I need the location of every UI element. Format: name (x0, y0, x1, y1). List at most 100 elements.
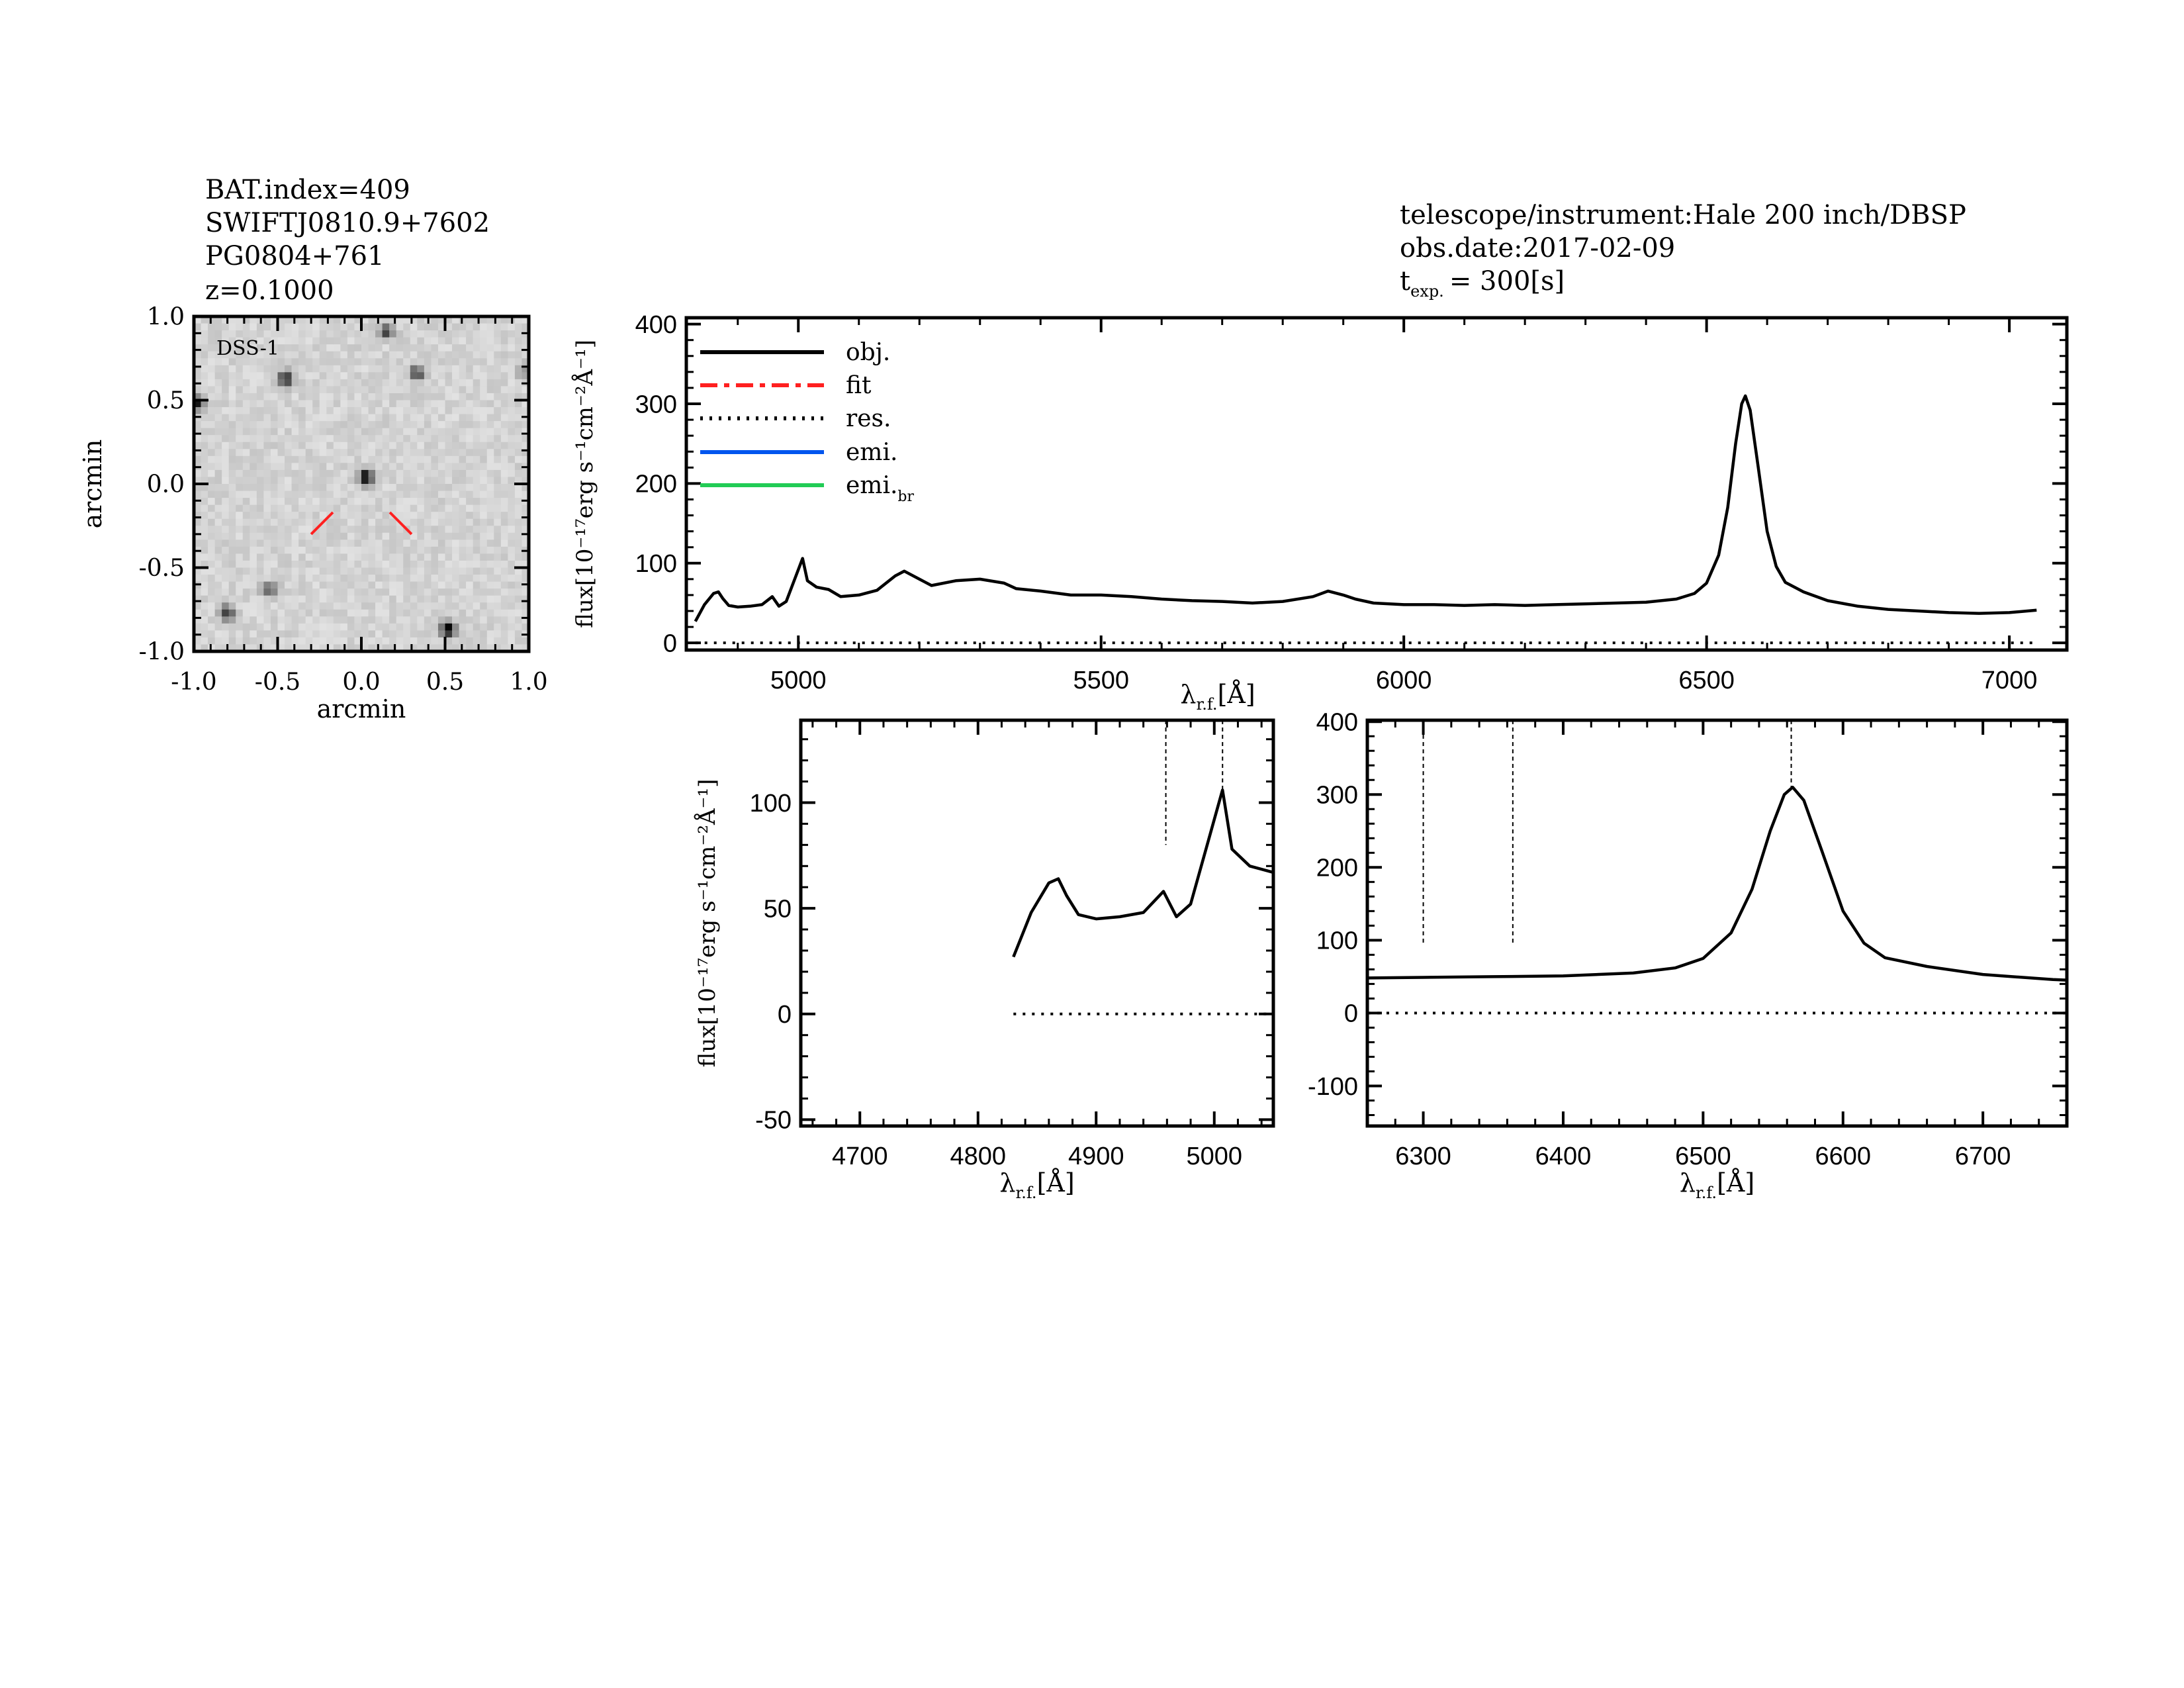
image-pixel (459, 400, 467, 408)
image-pixel (236, 575, 244, 583)
image-pixel (319, 484, 327, 492)
image-pixel (312, 455, 320, 463)
image-pixel (201, 469, 208, 478)
image-pixel (236, 393, 244, 401)
image-pixel (298, 644, 306, 652)
image-pixel (347, 442, 355, 449)
image-pixel (312, 644, 320, 652)
image-pixel (194, 609, 202, 617)
image-pixel (354, 344, 362, 352)
image-pixel (459, 344, 467, 352)
image-pixel (514, 532, 523, 540)
image-pixel (473, 358, 480, 366)
image-pixel (250, 351, 257, 359)
image-pixel (361, 526, 369, 534)
image-pixel (298, 330, 306, 338)
image-pixel (445, 581, 453, 589)
exposure-time: texp. = 300[s] (1400, 266, 1565, 301)
image-pixel (437, 498, 446, 506)
image-pixel (403, 630, 411, 638)
image-pixel (285, 575, 293, 583)
image-pixel (437, 469, 446, 478)
image-pixel (214, 337, 222, 345)
image-pixel (250, 435, 257, 443)
image-pixel (250, 449, 257, 457)
image-pixel (222, 330, 230, 338)
image-pixel (486, 567, 494, 575)
image-pixel (417, 323, 425, 331)
image-pixel (340, 498, 348, 506)
image-pixel (459, 463, 467, 471)
image-pixel (347, 379, 355, 387)
image-pixel (214, 609, 222, 617)
image-pixel (263, 567, 271, 575)
image-pixel (396, 428, 404, 436)
image-pixel (375, 484, 383, 492)
image-pixel (208, 414, 216, 422)
image-pixel (514, 539, 523, 547)
image-pixel (236, 539, 244, 547)
image-pixel (424, 477, 432, 485)
image-pixel (214, 379, 222, 387)
image-pixel (340, 379, 348, 387)
image-pixel (382, 491, 390, 498)
image-pixel (361, 455, 369, 463)
image-pixel (228, 386, 236, 394)
image-pixel (403, 449, 411, 457)
image-pixel (500, 518, 508, 526)
image-pixel (508, 498, 516, 506)
image-pixel (256, 567, 265, 575)
image-pixel (473, 330, 480, 338)
image-pixel (194, 532, 202, 540)
image-pixel (222, 358, 230, 366)
image-pixel (285, 469, 293, 478)
image-pixel (382, 449, 390, 457)
image-pixel (242, 351, 250, 359)
image-pixel (361, 393, 369, 401)
image-pixel (298, 623, 306, 631)
image-pixel (500, 477, 508, 485)
image-pixel (417, 407, 425, 415)
image-pixel (319, 630, 327, 638)
image-pixel (201, 400, 208, 408)
image-pixel (312, 539, 320, 547)
image-pixel (500, 421, 508, 429)
image-pixel (459, 330, 467, 338)
image-pixel (277, 546, 285, 555)
image-pixel (424, 469, 432, 478)
image-pixel (424, 407, 432, 415)
image-pixel (222, 504, 230, 512)
image-pixel (340, 428, 348, 436)
image-pixel (480, 553, 488, 561)
image-pixel (354, 553, 362, 561)
image-pixel (291, 358, 299, 366)
image-pixel (459, 469, 467, 478)
image-pixel (277, 581, 285, 589)
image-pixel (305, 616, 313, 624)
image-pixel (228, 539, 236, 547)
image-pixel (354, 581, 362, 589)
image-pixel (228, 337, 236, 345)
image-pixel (326, 484, 334, 492)
image-pixel (214, 316, 222, 324)
y-tick-label: 300 (1316, 782, 1358, 810)
image-pixel (305, 512, 313, 520)
image-pixel (431, 421, 439, 429)
image-pixel (500, 498, 508, 506)
image-pixel (445, 644, 453, 652)
image-pixel (222, 400, 230, 408)
image-pixel (396, 575, 404, 583)
image-pixel (403, 351, 411, 359)
y-tick-label: 1.0 (147, 304, 185, 331)
image-pixel (326, 553, 334, 561)
image-pixel (361, 421, 369, 429)
image-pixel (459, 567, 467, 575)
image-pixel (445, 379, 453, 387)
image-pixel (514, 560, 523, 569)
image-pixel (375, 567, 383, 575)
image-pixel (242, 323, 250, 331)
image-pixel (277, 463, 285, 471)
image-pixel (500, 351, 508, 359)
image-pixel (417, 637, 425, 645)
image-pixel (452, 546, 460, 555)
